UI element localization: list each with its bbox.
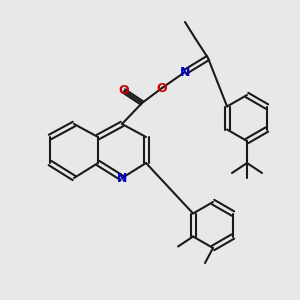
Text: N: N bbox=[117, 172, 127, 184]
Text: O: O bbox=[157, 82, 167, 94]
Text: N: N bbox=[180, 65, 190, 79]
Text: O: O bbox=[119, 85, 129, 98]
